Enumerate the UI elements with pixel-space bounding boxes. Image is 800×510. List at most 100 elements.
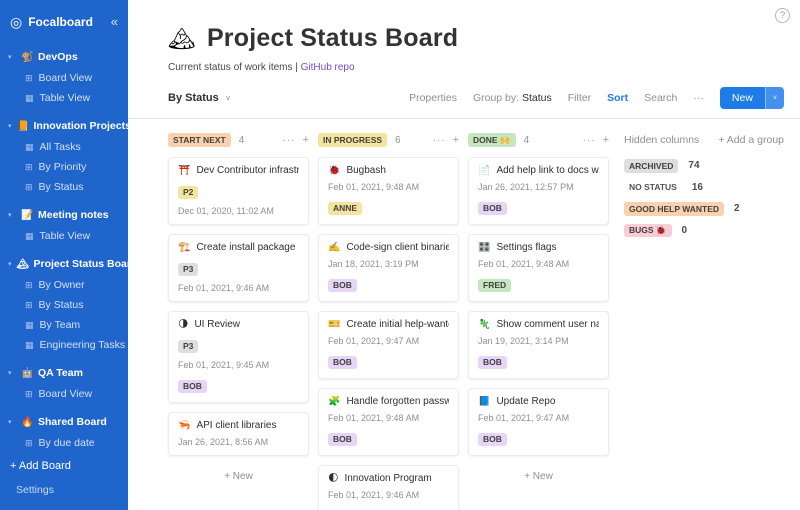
sidebar-board-devops[interactable]: ▾ 🐒 DevOps xyxy=(0,46,128,68)
sidebar-view-engineering-tasks[interactable]: ▦ Engineering Tasks xyxy=(0,335,128,355)
new-button-chevron-icon[interactable]: ˅ xyxy=(764,87,784,109)
card-create-install-package[interactable]: 🏗️ Create install package P3 Feb 01, 2021… xyxy=(168,234,309,302)
board-name: Shared Board xyxy=(38,416,107,428)
view-label: By Priority xyxy=(38,161,87,173)
sidebar-view-devops-table-view[interactable]: ▦ Table View xyxy=(0,88,128,108)
new-button[interactable]: New ˅ xyxy=(719,87,784,109)
column-count: 6 xyxy=(395,134,401,146)
column-add-card-icon[interactable]: + xyxy=(452,134,459,146)
priority-badge: P3 xyxy=(178,262,199,276)
add-card-button[interactable]: + New xyxy=(524,471,553,482)
sidebar-view-by-status-innovation[interactable]: ⊞ By Status xyxy=(0,177,128,197)
board-emoji: 🤖 xyxy=(21,367,34,379)
column-count: 4 xyxy=(238,134,245,146)
hidden-column-badge[interactable]: NO STATUS xyxy=(629,182,677,192)
sidebar-view-qa-board-view[interactable]: ⊞ Board View xyxy=(0,384,128,404)
sidebar-view-devops-board-view[interactable]: ⊞ Board View xyxy=(0,68,128,88)
caret-down-icon[interactable]: ▾ xyxy=(8,123,12,130)
card-show-comment-user-name[interactable]: 🦎 Show comment user name Jan 19, 2021, 3:… xyxy=(468,311,609,379)
properties-button[interactable]: Properties xyxy=(409,92,457,104)
sidebar-view-by-due-date[interactable]: ⊞ By due date xyxy=(0,433,128,453)
card-handle-forgotten-passwords[interactable]: 🧩 Handle forgotten passwords Feb 01, 2021… xyxy=(318,388,459,456)
sidebar-view-meeting-table-view[interactable]: ▦ Table View xyxy=(0,226,128,246)
sidebar-board-meeting-notes[interactable]: ▾ 📝 Meeting notes xyxy=(0,204,128,226)
add-group-button[interactable]: + Add a group xyxy=(718,134,784,146)
sidebar-collapse-icon[interactable]: « xyxy=(110,14,118,29)
card-settings-flags[interactable]: 🎛️ Settings flags Feb 01, 2021, 9:48 AM F… xyxy=(468,234,609,302)
options-icon[interactable]: ··· xyxy=(693,92,704,104)
table-view-icon: ▦ xyxy=(25,92,34,103)
column-badge[interactable]: IN PROGRESS xyxy=(318,133,388,147)
search-button[interactable]: Search xyxy=(644,92,678,104)
card-create-initial-help-wanted-tickets[interactable]: 🎫 Create initial help-wanted tickets Feb … xyxy=(318,311,459,379)
board-view-icon: ⊞ xyxy=(25,181,33,192)
sidebar-view-by-team[interactable]: ▦ By Team xyxy=(0,315,128,335)
column-badge[interactable]: DONE 🙌 xyxy=(468,133,516,147)
board-name: Innovation Projects xyxy=(33,120,131,132)
board-view-icon: ⊞ xyxy=(25,161,33,172)
card-title: Dev Contributor infrastructure xyxy=(196,165,299,176)
assignee-badge: ANNE xyxy=(328,201,363,215)
card-update-repo[interactable]: 📘 Update Repo Feb 01, 2021, 9:47 AM BOB xyxy=(468,388,609,456)
hidden-column-badge[interactable]: ARCHIVED xyxy=(624,159,679,173)
card-date: Dec 01, 2020, 11:02 AM xyxy=(178,206,274,216)
column-menu-icon[interactable]: ··· xyxy=(282,134,296,146)
sidebar-view-all-tasks[interactable]: ▦ All Tasks xyxy=(0,137,128,157)
card-add-help-link-to-docs-website[interactable]: 📄 Add help link to docs website Jan 26, 2… xyxy=(468,157,609,225)
group-by-button[interactable]: Group by: Status xyxy=(473,92,552,104)
add-card-button[interactable]: + New xyxy=(224,471,253,482)
sort-button[interactable]: Sort xyxy=(607,92,629,104)
sidebar-view-by-status[interactable]: ⊞ By Status xyxy=(0,295,128,315)
card-innovation-program[interactable]: 🌓 Innovation Program Feb 01, 2021, 9:46 A… xyxy=(318,465,459,510)
caret-down-icon[interactable]: ▾ xyxy=(8,370,12,377)
board-name: DevOps xyxy=(38,51,78,63)
column-add-card-icon[interactable]: + xyxy=(302,134,309,146)
caret-down-icon[interactable]: ▾ xyxy=(8,419,12,426)
column-menu-icon[interactable]: ··· xyxy=(582,134,596,146)
sidebar-view-by-priority[interactable]: ⊞ By Priority xyxy=(0,157,128,177)
card-date: Feb 01, 2021, 9:47 AM xyxy=(478,413,570,423)
hidden-column-bugs[interactable]: BUGS 🐞 0 xyxy=(624,223,784,237)
help-icon[interactable]: ? xyxy=(775,8,790,23)
view-selector-label: By Status xyxy=(168,92,219,104)
card-api-client-libraries[interactable]: 🦐 API client libraries Jan 26, 2021, 8:56… xyxy=(168,412,309,456)
page-title: Project Status Board xyxy=(206,24,459,52)
filter-button[interactable]: Filter xyxy=(567,92,592,104)
view-selector[interactable]: By Status ˅ xyxy=(168,92,230,104)
board-header: 🏔 Project Status Board Current status of… xyxy=(128,0,800,73)
hidden-columns-title: Hidden columns xyxy=(624,134,700,146)
hidden-column-good-help-wanted[interactable]: GOOD HELP WANTED 2 xyxy=(624,202,784,216)
sidebar-board-innovation-projects[interactable]: ▾ 📙 Innovation Projects xyxy=(0,115,131,137)
card-dev-contributor-infrastructure[interactable]: ⛩️ Dev Contributor infrastructure P2 Dec … xyxy=(168,157,309,225)
add-board-button[interactable]: + Add Board xyxy=(10,460,71,472)
card-date: Feb 01, 2021, 9:45 AM xyxy=(178,360,270,370)
column-menu-icon[interactable]: ··· xyxy=(432,134,446,146)
sidebar-board-shared-board[interactable]: ▾ 🔥 Shared Board xyxy=(0,411,128,433)
new-button-label[interactable]: New xyxy=(719,87,765,109)
hidden-column-badge[interactable]: BUGS 🐞 xyxy=(624,223,672,237)
column-done: DONE 🙌 4 ··· + 📄 Add help link to docs we… xyxy=(468,127,609,488)
column-badge[interactable]: START NEXT xyxy=(168,133,231,147)
card-ui-review[interactable]: 🌗 UI Review P3 Feb 01, 2021, 9:45 AM BOB xyxy=(168,311,309,403)
github-repo-link[interactable]: GitHub repo xyxy=(300,62,355,73)
card-code-sign-client-binaries[interactable]: ✍️ Code-sign client binaries Jan 18, 2021… xyxy=(318,234,459,302)
hidden-column-badge[interactable]: GOOD HELP WANTED xyxy=(624,202,725,216)
table-view-icon: ▦ xyxy=(25,230,34,241)
caret-down-icon[interactable]: ▾ xyxy=(8,212,12,219)
caret-down-icon[interactable]: ▾ xyxy=(8,54,12,61)
column-add-card-icon[interactable]: + xyxy=(602,134,609,146)
hidden-columns-section: Hidden columns + Add a group ARCHIVED 74… xyxy=(624,127,784,245)
hidden-column-no-status[interactable]: NO STATUS 16 xyxy=(624,181,784,195)
card-bugbash[interactable]: 🐞 Bugbash Feb 01, 2021, 9:48 AM ANNE xyxy=(318,157,459,225)
board-emoji: 🐒 xyxy=(21,51,34,63)
caret-down-icon[interactable]: ▾ xyxy=(8,261,12,268)
sidebar-board-qa-team[interactable]: ▾ 🤖 QA Team xyxy=(0,362,128,384)
card-date: Jan 19, 2021, 3:14 PM xyxy=(478,336,569,346)
settings-button[interactable]: Settings xyxy=(16,484,54,496)
assignee-badge: BOB xyxy=(478,355,507,369)
sidebar-view-by-owner[interactable]: ⊞ By Owner xyxy=(0,275,128,295)
card-emoji: 🐞 xyxy=(328,165,341,176)
sidebar-board-project-status-board[interactable]: ▾ 🏔 Project Status Board xyxy=(0,253,137,275)
hidden-column-archived[interactable]: ARCHIVED 74 xyxy=(624,159,784,173)
